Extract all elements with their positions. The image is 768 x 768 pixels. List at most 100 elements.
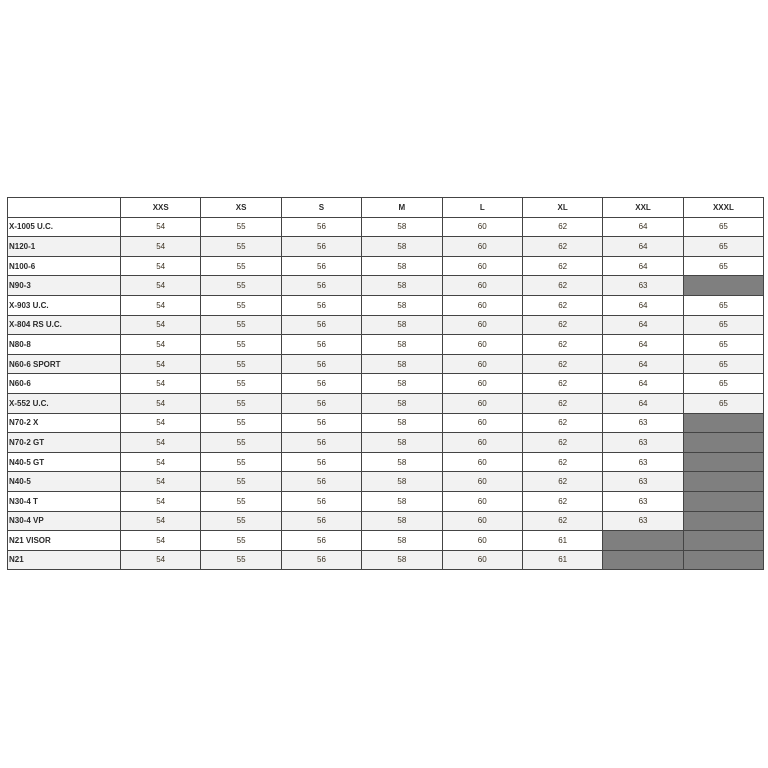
size-value-cell: 60 <box>441 373 523 394</box>
table-row: N90-3 54 55 56 58 60 62 63 <box>7 275 765 296</box>
model-name: N70-2 GT <box>7 432 121 453</box>
size-value-cell: 56 <box>280 451 363 473</box>
size-value-cell: 56 <box>280 236 363 257</box>
table-row: N80-8 54 55 56 58 60 62 64 65 <box>7 334 765 355</box>
size-value-cell: 54 <box>119 451 202 473</box>
table-row: N21 54 55 56 58 60 61 <box>7 549 765 571</box>
table-row: N70-2 X 54 55 56 58 60 62 63 <box>7 412 765 434</box>
size-value-cell: 58 <box>361 510 443 532</box>
size-value-cell: 65 <box>682 294 765 316</box>
size-value-cell: 58 <box>361 471 443 492</box>
size-value-cell: 62 <box>521 373 604 394</box>
size-value-cell: 55 <box>200 255 282 277</box>
size-value-cell: 56 <box>280 334 363 355</box>
model-name: N60-6 <box>7 373 121 394</box>
model-name: X-1005 U.C. <box>7 216 121 238</box>
unavailable-cell <box>682 432 765 453</box>
table-row: N30-4 VP 54 55 56 58 60 62 63 <box>7 510 765 532</box>
size-value-cell: 56 <box>280 530 363 551</box>
size-value-cell: 58 <box>361 275 443 296</box>
size-value-cell: 54 <box>119 510 202 532</box>
table-row: X-1005 U.C. 54 55 56 58 60 62 64 65 <box>7 216 765 238</box>
size-value-cell: 55 <box>200 236 282 257</box>
header-row: XXS XS S M L XL XXL XXXL <box>7 197 765 218</box>
size-value-cell: 65 <box>682 216 765 238</box>
model-name: N30-4 T <box>7 490 121 512</box>
size-value-cell: 54 <box>119 294 202 316</box>
size-value-cell: 62 <box>521 314 604 336</box>
size-value-cell: 58 <box>361 549 443 571</box>
size-value-cell: 63 <box>602 471 684 492</box>
size-value-cell: 56 <box>280 216 363 238</box>
size-value-cell: 60 <box>441 314 523 336</box>
size-value-cell: 62 <box>521 392 604 414</box>
size-value-cell: 64 <box>602 216 684 238</box>
size-value-cell: 55 <box>200 294 282 316</box>
size-value-cell: 55 <box>200 432 282 453</box>
size-value-cell: 61 <box>521 549 604 571</box>
table-row: X-552 U.C. 54 55 56 58 60 62 64 65 <box>7 392 765 414</box>
size-value-cell: 64 <box>602 236 684 257</box>
unavailable-cell <box>682 549 765 571</box>
size-value-cell: 64 <box>602 294 684 316</box>
size-value-cell: 56 <box>280 490 363 512</box>
unavailable-cell <box>682 490 765 512</box>
size-value-cell: 55 <box>200 412 282 434</box>
header-size-s: S <box>280 197 363 218</box>
size-value-cell: 60 <box>441 294 523 316</box>
size-value-cell: 64 <box>602 392 684 414</box>
size-value-cell: 54 <box>119 490 202 512</box>
size-value-cell: 54 <box>119 334 202 355</box>
size-value-cell: 54 <box>119 471 202 492</box>
size-value-cell: 62 <box>521 471 604 492</box>
size-value-cell: 54 <box>119 432 202 453</box>
size-value-cell: 54 <box>119 314 202 336</box>
size-value-cell: 62 <box>521 255 604 277</box>
size-value-cell: 58 <box>361 490 443 512</box>
size-value-cell: 58 <box>361 255 443 277</box>
size-value-cell: 55 <box>200 451 282 473</box>
size-value-cell: 62 <box>521 451 604 473</box>
size-value-cell: 60 <box>441 510 523 532</box>
size-value-cell: 55 <box>200 471 282 492</box>
header-size-xxxl: XXXL <box>682 197 765 218</box>
size-value-cell: 55 <box>200 510 282 532</box>
size-value-cell: 65 <box>682 353 765 375</box>
size-value-cell: 54 <box>119 412 202 434</box>
size-value-cell: 56 <box>280 255 363 277</box>
model-name: N21 <box>7 549 121 571</box>
size-value-cell: 58 <box>361 432 443 453</box>
model-name: X-804 RS U.C. <box>7 314 121 336</box>
table-row: X-804 RS U.C. 54 55 56 58 60 62 64 65 <box>7 314 765 336</box>
table-row: N21 VISOR 54 55 56 58 60 61 <box>7 530 765 551</box>
size-value-cell: 63 <box>602 412 684 434</box>
size-value-cell: 55 <box>200 314 282 336</box>
size-value-cell: 60 <box>441 236 523 257</box>
size-value-cell: 58 <box>361 216 443 238</box>
table-row: N30-4 T 54 55 56 58 60 62 63 <box>7 490 765 512</box>
size-value-cell: 63 <box>602 275 684 296</box>
size-value-cell: 62 <box>521 334 604 355</box>
size-value-cell: 65 <box>682 314 765 336</box>
size-value-cell: 54 <box>119 392 202 414</box>
size-value-cell: 58 <box>361 353 443 375</box>
size-value-cell: 65 <box>682 255 765 277</box>
size-value-cell: 54 <box>119 216 202 238</box>
size-value-cell: 63 <box>602 510 684 532</box>
header-size-xs: XS <box>200 197 282 218</box>
size-value-cell: 58 <box>361 412 443 434</box>
model-name: X-903 U.C. <box>7 294 121 316</box>
size-value-cell: 62 <box>521 490 604 512</box>
size-value-cell: 58 <box>361 294 443 316</box>
model-name: N100-6 <box>7 255 121 277</box>
size-value-cell: 64 <box>602 373 684 394</box>
size-value-cell: 56 <box>280 294 363 316</box>
header-size-l: L <box>441 197 523 218</box>
size-value-cell: 64 <box>602 255 684 277</box>
unavailable-cell <box>682 275 765 296</box>
size-value-cell: 54 <box>119 255 202 277</box>
table-row: N40-5 GT 54 55 56 58 60 62 63 <box>7 451 765 473</box>
size-value-cell: 60 <box>441 216 523 238</box>
size-value-cell: 60 <box>441 432 523 453</box>
size-value-cell: 54 <box>119 353 202 375</box>
